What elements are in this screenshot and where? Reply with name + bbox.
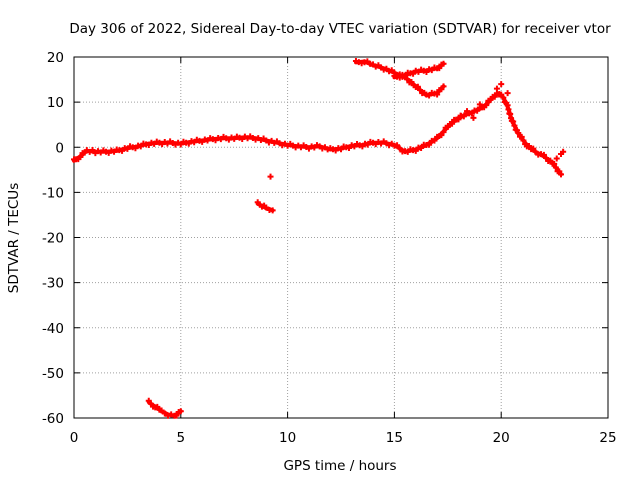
data-point: [394, 142, 401, 149]
data-point: [412, 147, 419, 154]
y-axis-label: SDTVAR / TECUs: [6, 183, 22, 293]
chart-title: Day 306 of 2022, Sidereal Day-to-day VTE…: [69, 21, 611, 37]
data-point: [551, 160, 558, 167]
data-point: [161, 410, 168, 417]
data-point: [404, 76, 411, 83]
x-tick-label: 5: [177, 430, 186, 446]
data-point: [553, 155, 560, 162]
data-point: [451, 117, 458, 124]
series-bottom-arc: [145, 397, 184, 419]
series-main-trace: [71, 90, 565, 178]
y-tick-label: -20: [42, 231, 64, 247]
data-point: [518, 133, 525, 140]
data-point: [468, 110, 475, 117]
x-tick-label: 15: [386, 430, 403, 446]
data-point: [158, 407, 165, 414]
data-point: [168, 411, 175, 418]
axis-ticks: 0 5 10 15 20 25 -60 -50 -40 -30 -20 -10 0 10 20: [42, 50, 617, 446]
data-point: [474, 107, 481, 114]
data-point: [558, 171, 565, 178]
x-tick-label: 0: [70, 430, 79, 446]
data-point: [493, 85, 500, 92]
y-tick-label: -30: [42, 276, 64, 292]
data-point: [402, 72, 409, 79]
data-point: [410, 70, 417, 77]
y-tick-label: -50: [42, 366, 64, 382]
data-point: [504, 90, 511, 97]
data-point: [431, 137, 438, 144]
data-point: [520, 137, 527, 144]
data-point: [552, 164, 559, 171]
series-dip-segment: [254, 199, 276, 214]
data-point: [77, 153, 84, 160]
x-tick-label: 10: [279, 430, 296, 446]
x-tick-label: 20: [493, 430, 510, 446]
data-point: [530, 145, 537, 152]
y-tick-label: -10: [42, 185, 64, 201]
data-point: [457, 112, 464, 119]
data-point: [436, 65, 443, 72]
data-point: [515, 130, 522, 137]
data-series: [71, 58, 567, 419]
data-point: [510, 118, 517, 125]
data-point: [440, 129, 447, 136]
data-point: [414, 83, 421, 90]
y-tick-label: -60: [42, 411, 64, 427]
data-point: [263, 204, 270, 211]
y-tick-label: 10: [47, 95, 64, 111]
series-upper-branch-c: [391, 60, 447, 81]
y-tick-label: -40: [42, 321, 64, 337]
data-point: [498, 81, 505, 88]
data-point: [547, 157, 554, 164]
data-point: [269, 207, 276, 214]
data-point: [434, 91, 441, 98]
data-point: [89, 147, 96, 154]
data-point: [440, 83, 447, 90]
data-point: [396, 145, 403, 152]
data-point: [173, 412, 180, 419]
data-point: [408, 79, 415, 86]
data-point: [560, 148, 567, 155]
y-tick-label: 20: [47, 50, 64, 66]
data-point: [164, 412, 171, 419]
data-point: [177, 408, 184, 415]
data-point: [417, 86, 424, 93]
data-point: [449, 120, 456, 127]
data-point: [440, 60, 447, 67]
x-axis-label: GPS time / hours: [283, 458, 396, 474]
data-point: [491, 93, 498, 100]
series-upper-branch-b: [402, 72, 447, 99]
data-point: [267, 173, 274, 180]
grid-lines: [74, 57, 608, 418]
data-point: [543, 154, 550, 161]
data-point: [470, 114, 477, 121]
data-point: [464, 108, 471, 115]
data-point: [511, 122, 518, 129]
data-point: [500, 94, 507, 101]
data-point: [485, 99, 492, 106]
data-point: [540, 151, 547, 158]
data-point: [476, 101, 483, 108]
data-point: [426, 141, 433, 148]
y-tick-label: 0: [55, 140, 64, 156]
series-scatter-cluster: [451, 81, 567, 162]
x-tick-label: 25: [599, 430, 616, 446]
data-point: [418, 144, 425, 151]
series-isolated-point: [267, 173, 274, 180]
data-point: [525, 142, 532, 149]
